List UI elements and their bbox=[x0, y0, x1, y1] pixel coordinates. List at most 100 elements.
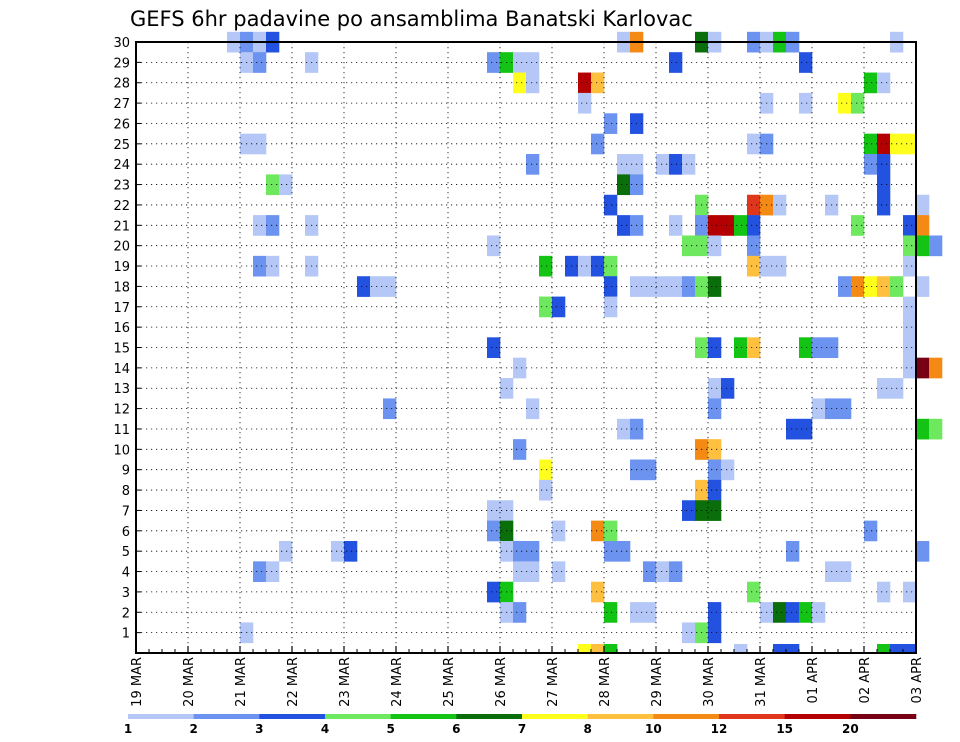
heatmap-cell bbox=[604, 296, 618, 318]
heatmap-cell bbox=[487, 235, 501, 257]
heatmap-cell bbox=[786, 602, 800, 623]
heatmap-cell bbox=[604, 520, 618, 542]
heatmap-cell bbox=[877, 378, 891, 399]
legend-label: 3 bbox=[255, 722, 263, 736]
x-tick-label: 01 APR bbox=[806, 657, 821, 703]
heatmap-cell bbox=[747, 133, 761, 155]
y-tick-label: 29 bbox=[113, 56, 130, 71]
legend-label: 5 bbox=[386, 722, 394, 736]
heatmap-cell bbox=[591, 520, 605, 542]
y-tick-label: 25 bbox=[113, 138, 130, 153]
heatmap-cell bbox=[734, 337, 748, 358]
y-tick-label: 22 bbox=[113, 199, 130, 214]
heatmap-cell bbox=[604, 113, 618, 134]
heatmap-cell bbox=[656, 561, 670, 583]
heatmap-cell bbox=[578, 644, 592, 654]
heatmap-cell bbox=[669, 52, 683, 73]
heatmap-cell bbox=[552, 561, 566, 583]
y-tick-label: 6 bbox=[122, 525, 130, 540]
y-tick-label: 27 bbox=[113, 97, 130, 112]
heatmap-cell bbox=[344, 540, 358, 562]
heatmap-cell bbox=[864, 133, 878, 155]
x-tick-label: 03 APR bbox=[910, 657, 925, 703]
heatmap-cell bbox=[253, 133, 267, 155]
heatmap-cell bbox=[838, 398, 852, 420]
heatmap-cell bbox=[877, 154, 891, 175]
heatmap-cell bbox=[721, 378, 735, 399]
heatmap-cell bbox=[734, 644, 748, 654]
heatmap-cell bbox=[682, 154, 696, 175]
heatmap-cell bbox=[877, 276, 891, 297]
y-tick-label: 12 bbox=[113, 403, 130, 418]
heatmap-cell bbox=[669, 561, 683, 583]
y-tick-label: 16 bbox=[113, 321, 130, 336]
heatmap-cell bbox=[929, 418, 943, 440]
heatmap-cell bbox=[864, 520, 878, 542]
heatmap-cell bbox=[526, 540, 540, 562]
heatmap-cell bbox=[929, 357, 943, 379]
y-tick-label: 18 bbox=[113, 280, 130, 295]
heatmap-cell bbox=[864, 276, 878, 297]
heatmap-cell bbox=[877, 133, 891, 155]
heatmap-cell bbox=[513, 72, 527, 94]
x-tick-label: 20 MAR bbox=[182, 657, 197, 707]
x-tick-label: 31 MAR bbox=[754, 657, 769, 707]
heatmap-cell bbox=[591, 133, 605, 155]
heatmap-cell bbox=[552, 520, 566, 542]
legend-label: 20 bbox=[842, 722, 859, 736]
x-tick-label: 26 MAR bbox=[494, 657, 509, 707]
heatmap-cell bbox=[747, 337, 761, 358]
heatmap-cell bbox=[877, 644, 891, 654]
heatmap-cell bbox=[604, 194, 618, 216]
heatmap-cell bbox=[604, 255, 618, 277]
heatmap-cell bbox=[916, 215, 930, 236]
heatmap-cell bbox=[877, 581, 891, 603]
heatmap-cell bbox=[708, 500, 722, 521]
heatmap-cell bbox=[539, 255, 553, 277]
heatmap-cell bbox=[786, 418, 800, 440]
heatmap-cell bbox=[253, 215, 267, 236]
heatmap-cell bbox=[539, 459, 553, 481]
heatmap-cell bbox=[916, 357, 930, 379]
heatmap-cell bbox=[708, 215, 722, 236]
heatmap-cell bbox=[539, 479, 553, 501]
heatmap-cell bbox=[526, 52, 540, 73]
heatmap-cell bbox=[851, 215, 865, 236]
heatmap-cell bbox=[539, 296, 553, 318]
y-tick-label: 14 bbox=[113, 362, 130, 377]
heatmap-cell bbox=[604, 602, 618, 623]
heatmap-cell bbox=[812, 398, 826, 420]
heatmap-cell bbox=[253, 52, 267, 73]
heatmap-cell bbox=[812, 337, 826, 358]
y-tick-label: 17 bbox=[113, 301, 130, 316]
y-tick-label: 1 bbox=[122, 627, 130, 642]
legend-swatch bbox=[193, 714, 260, 719]
heatmap-cell bbox=[838, 276, 852, 297]
y-tick-label: 24 bbox=[113, 158, 130, 173]
heatmap-cell bbox=[916, 194, 930, 216]
heatmap-cell bbox=[383, 276, 397, 297]
heatmap-cell bbox=[838, 92, 852, 114]
x-tick-label: 19 MAR bbox=[130, 657, 145, 707]
heatmap-cell bbox=[643, 459, 657, 481]
heatmap-cell bbox=[877, 174, 891, 196]
y-tick-label: 26 bbox=[113, 117, 130, 132]
heatmap-cell bbox=[513, 602, 527, 623]
heatmap-cell bbox=[656, 154, 670, 175]
legend-label: 2 bbox=[189, 722, 197, 736]
heatmap-cell bbox=[604, 276, 618, 297]
heatmap-cell bbox=[786, 644, 800, 654]
heatmap-cell bbox=[266, 174, 280, 196]
heatmap-cell bbox=[708, 337, 722, 358]
heatmap-cell bbox=[643, 276, 657, 297]
heatmap-cell bbox=[864, 72, 878, 94]
heatmap-cell bbox=[903, 337, 917, 358]
heatmap-cell bbox=[903, 296, 917, 318]
legend-swatch bbox=[719, 714, 785, 719]
heatmap-cell bbox=[708, 439, 722, 460]
heatmap-cell bbox=[864, 154, 878, 175]
heatmap-cell bbox=[487, 52, 501, 73]
heatmap-cell bbox=[266, 255, 280, 277]
heatmap-cell bbox=[916, 418, 930, 440]
heatmap-cell bbox=[708, 622, 722, 644]
